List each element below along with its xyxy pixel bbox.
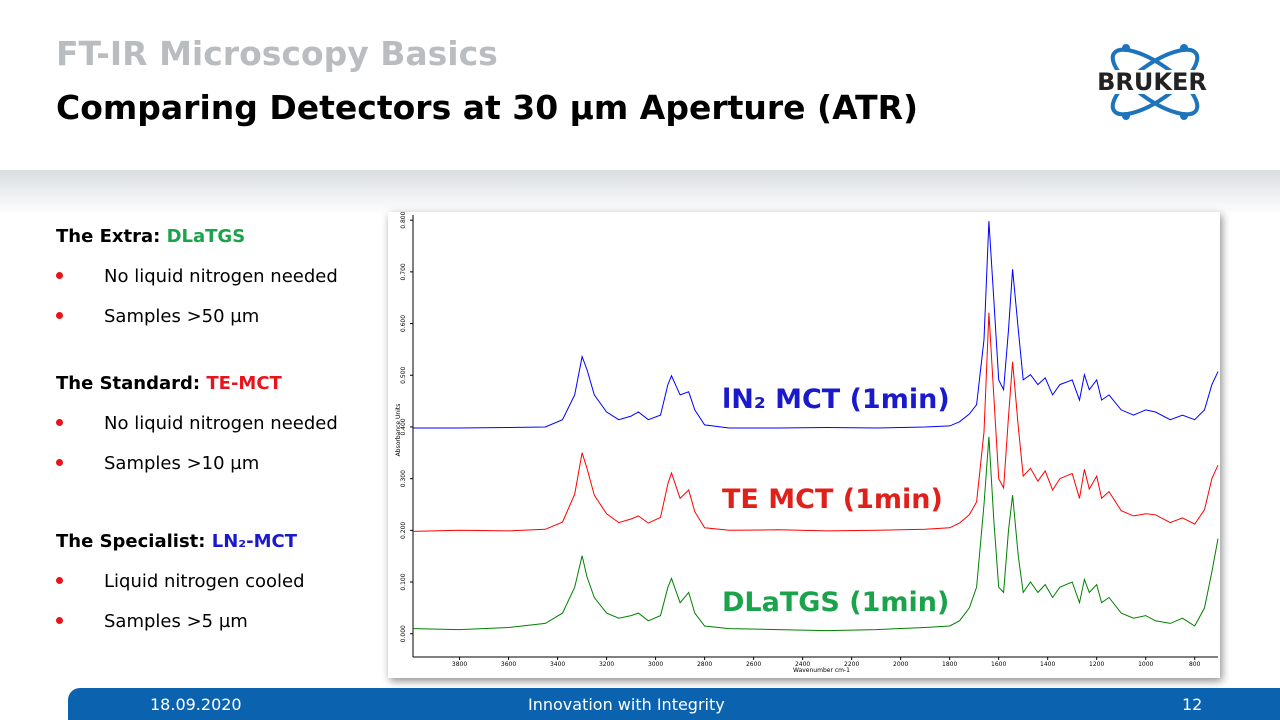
series-label: DLaTGS (1min) <box>722 587 949 618</box>
logo: BRUKER <box>1073 44 1230 120</box>
section-label: The Standard: <box>56 373 201 394</box>
date: 18.09.2020 <box>150 695 242 714</box>
y-tick-label: 0.300 <box>400 470 407 487</box>
chart: 0.000 0.100 0.200 0.300 0.400 0.500 0.600 0.700… <box>395 211 1219 674</box>
bullet-dot <box>56 272 63 279</box>
x-tick-label: 2600 <box>746 661 761 668</box>
bullet-dot <box>56 459 63 466</box>
y-tick-label: 0.600 <box>400 315 407 332</box>
y-tick-label: 0.100 <box>400 573 407 590</box>
x-tick-label: 3400 <box>550 661 565 668</box>
x-tick-label: 1800 <box>942 661 957 668</box>
subtitle: FT-IR Microscopy Basics <box>56 34 498 73</box>
x-tick-label: 3600 <box>501 661 516 668</box>
chart-frame: 0.000 0.100 0.200 0.300 0.400 0.500 0.600 0.700… <box>388 211 1220 678</box>
section-heading: The Standard: TE-MCT <box>56 373 282 394</box>
section-label: The Extra: <box>56 226 161 247</box>
section-label: The Specialist: <box>56 531 206 552</box>
series-label: lN₂ MCT (1min) <box>722 384 950 415</box>
title: Comparing Detectors at 30 µm Aperture (A… <box>56 88 919 127</box>
x-tick-label: 1000 <box>1138 661 1153 668</box>
bullet-text: No liquid nitrogen needed <box>104 266 338 287</box>
y-tick-label: 0.500 <box>400 366 407 383</box>
detector-name: DLaTGS <box>166 226 246 247</box>
y-axis-label: Absorbance Units <box>395 404 402 457</box>
x-tick-label: 1200 <box>1089 661 1104 668</box>
bullet-dot <box>56 312 63 319</box>
bullet-text: Samples >50 µm <box>104 306 260 327</box>
spectrum-line <box>412 436 1219 632</box>
x-axis-label: Wavenumber cm-1 <box>793 667 850 674</box>
section-heading: The Extra: DLaTGS <box>56 226 245 247</box>
detector-name: TE-MCT <box>206 373 282 394</box>
logo-text: BRUKER <box>1097 68 1207 96</box>
series-label: TE MCT (1min) <box>722 484 943 515</box>
x-tick-label: 2400 <box>795 661 810 668</box>
header-band <box>0 170 1280 215</box>
bullet-dot <box>56 617 63 624</box>
bullet-text: Samples >5 µm <box>104 611 248 632</box>
footer: 18.09.2020 Innovation with Integrity 12 <box>68 688 1280 720</box>
y-tick-label: 0.200 <box>400 522 407 539</box>
y-tick-label: 0.400 <box>400 418 407 435</box>
y-tick-label: 0.000 <box>400 625 407 642</box>
x-tick-label: 1400 <box>1040 661 1055 668</box>
x-tick-label: 3000 <box>648 661 663 668</box>
x-tick-label: 2000 <box>893 661 908 668</box>
section-heading: The Specialist: LN₂-MCT <box>56 531 297 552</box>
spectrum-line <box>413 221 1219 429</box>
x-tick-label: 800 <box>1189 661 1201 668</box>
x-tick-label: 3200 <box>599 661 614 668</box>
x-tick-label: 3800 <box>452 661 467 668</box>
bullet-text: Liquid nitrogen cooled <box>104 571 305 592</box>
x-tick-label: 2800 <box>697 661 712 668</box>
bullet-dot <box>56 577 63 584</box>
x-tick-label: 1600 <box>991 661 1006 668</box>
detector-name: LN₂-MCT <box>211 531 298 552</box>
bullet-dot <box>56 419 63 426</box>
x-tick-label: 2200 <box>844 661 859 668</box>
bullet-text: Samples >10 µm <box>104 453 260 474</box>
spectrum-line <box>412 312 1219 532</box>
bullet-text: No liquid nitrogen needed <box>104 413 338 434</box>
page-number: 12 <box>1182 695 1203 714</box>
y-tick-label: 0.700 <box>400 263 407 280</box>
slogan: Innovation with Integrity <box>528 695 725 714</box>
y-tick-label: 0.800 <box>400 212 407 229</box>
